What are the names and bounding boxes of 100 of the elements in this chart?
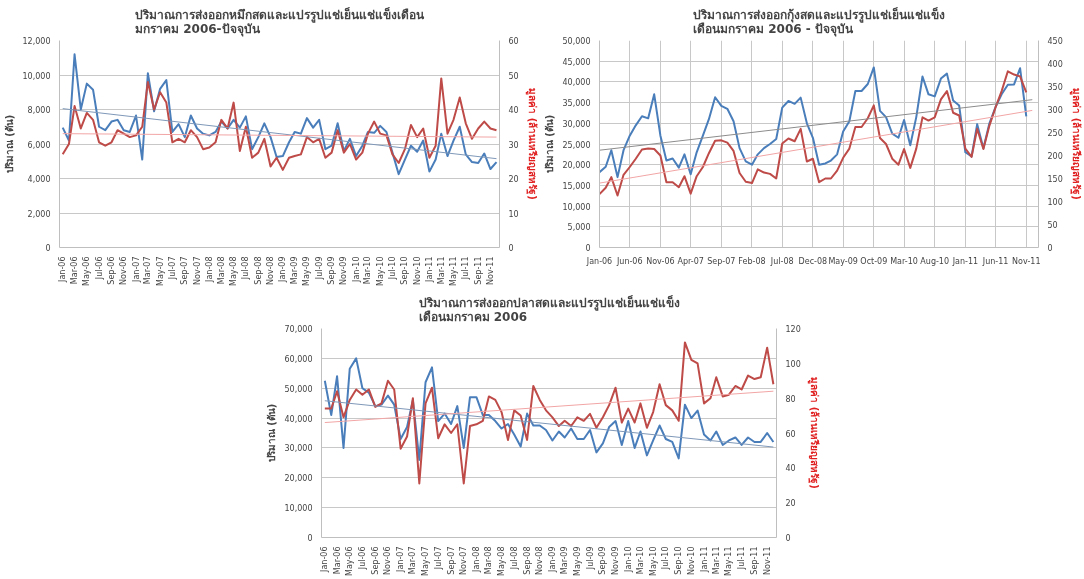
y-tick-label: 40,000 [284, 414, 313, 424]
y-tick-label: 35,000 [562, 99, 591, 109]
y2-tick-label: 60 [508, 37, 519, 46]
x-tick-label: Nov-06 [383, 546, 393, 575]
y2-tick-label: 100 [1047, 198, 1063, 207]
x-tick-label: Jul-06 [357, 546, 367, 571]
x-tick-label: May-06 [82, 256, 92, 286]
y-tick-label: 0 [45, 244, 51, 253]
line-series [61, 77, 498, 171]
x-tick-label: Jan-09 [278, 256, 288, 283]
y-tick-label: 0 [585, 244, 591, 253]
y2-tick-label: 300 [1047, 106, 1063, 115]
x-tick-label: Mar-06 [70, 256, 80, 285]
x-tick-label: Nov-08 [266, 256, 276, 285]
y2-tick-label: 450 [1047, 37, 1063, 46]
x-tick-label: Sep-11 [473, 256, 483, 285]
y-axis-title: ปริมาณ (ตัน) [3, 114, 15, 174]
y-tick-label: 4,000 [27, 175, 51, 184]
x-tick-label: Nov-06 [646, 256, 675, 266]
y2-tick-label: 30 [508, 140, 519, 150]
x-tick-label: Nov-11 [1012, 256, 1041, 266]
x-tick-label: Nov-11 [485, 256, 495, 285]
x-tick-label: Jul-08 [769, 256, 794, 266]
y-tick-label: 45,000 [562, 57, 591, 67]
y-tick-label: 40,000 [562, 78, 591, 88]
y-tick-label: 50,000 [284, 384, 313, 394]
x-tick-label: Sep-06 [370, 546, 380, 575]
x-tick-label: Mar-10 [363, 256, 373, 285]
x-tick-label: Sep-08 [522, 546, 532, 575]
x-tick-label: Jul-11 [461, 256, 471, 281]
x-tick-label: Sep-10 [674, 546, 684, 575]
line-series [61, 53, 498, 176]
y2-tick-label: 350 [1047, 83, 1063, 92]
x-tick-label: Jul-10 [661, 546, 671, 571]
y-tick-label: 2,000 [27, 209, 51, 219]
x-tick-label: Sep-09 [327, 256, 337, 285]
x-tick-label: Nov-11 [762, 546, 772, 575]
x-tick-label: Mar-11 [436, 256, 446, 285]
y-tick-label: 0 [307, 534, 313, 543]
x-tick-label: Nov-09 [611, 546, 621, 575]
y2-tick-label: 120 [785, 325, 801, 334]
y-tick-label: 70,000 [284, 325, 313, 334]
y2-tick-label: 20 [785, 499, 796, 509]
x-tick-label: Jun-11 [981, 256, 1009, 266]
x-tick-label: Jul-09 [585, 546, 595, 571]
x-tick-label: Aug-10 [920, 256, 950, 266]
x-tick-label: Sep-07 [180, 256, 190, 285]
y2-tick-label: 0 [508, 244, 514, 253]
line-series [323, 357, 775, 461]
x-tick-label: Nov-07 [459, 546, 469, 575]
y-tick-label: 20,000 [562, 161, 591, 171]
x-tick-label: Dec-08 [798, 256, 828, 266]
x-tick-label: Jun-06 [615, 256, 643, 266]
x-tick-label: May-06 [345, 546, 355, 576]
x-tick-label: Jul-07 [167, 256, 177, 281]
x-tick-label: Sep-07 [707, 256, 736, 266]
x-tick-label: May-09 [302, 256, 312, 286]
x-tick-label: Mar-08 [216, 256, 226, 285]
x-tick-label: Mar-10 [890, 256, 918, 266]
y2-axis-title: มูลค่า (ล้านเหรียญสหรัฐ) [806, 377, 820, 489]
x-tick-label: May-08 [497, 546, 507, 576]
y2-tick-label: 40 [785, 464, 796, 474]
y2-tick-label: 10 [508, 209, 519, 219]
y-tick-label: 5,000 [567, 223, 591, 233]
x-tick-label: Sep-06 [107, 256, 117, 285]
y-tick-label: 10,000 [562, 202, 591, 212]
line-series [599, 66, 1028, 179]
y2-tick-label: 400 [1047, 60, 1063, 69]
x-tick-label: Nov-09 [339, 256, 349, 285]
x-tick-label: Jan-11 [699, 546, 709, 573]
y2-tick-label: 60 [785, 429, 796, 439]
y-tick-label: 20,000 [284, 474, 313, 484]
x-tick-label: Jul-07 [433, 546, 443, 571]
x-tick-label: Mar-08 [484, 546, 494, 575]
y2-tick-label: 0 [785, 534, 791, 543]
y2-tick-label: 150 [1047, 175, 1063, 184]
y-tick-label: 60,000 [284, 354, 313, 364]
line-series [599, 70, 1028, 197]
y2-tick-label: 100 [785, 359, 801, 369]
x-tick-label: Sep-11 [749, 546, 759, 575]
chart-title: ปริมาณการส่งออกปลาสดและแปรรูปแช่เย็นแช่แข็ง เดือนมกราคม 2006 [418, 294, 680, 324]
x-tick-label: Jul-08 [509, 546, 519, 571]
x-tick-label: Sep-08 [253, 256, 263, 285]
y-tick-label: 6,000 [27, 140, 51, 150]
y-axis-title: ปริมาณ (ตัน) [265, 403, 277, 463]
x-tick-label: May-07 [155, 256, 165, 286]
x-tick-label: May-09 [828, 256, 858, 266]
x-tick-label: Mar-09 [290, 256, 300, 285]
x-tick-label: Jan-10 [351, 256, 361, 283]
y-tick-label: 50,000 [562, 37, 591, 46]
y-tick-label: 12,000 [22, 37, 51, 46]
y-tick-label: 30,000 [562, 119, 591, 129]
x-tick-label: Jan-06 [58, 256, 68, 283]
y2-tick-label: 80 [785, 394, 796, 404]
chart-title: ปริมาณการส่งออกหมึกสดและแปรรูปแช่เย็นแช่แข็งเดือน มกราคม 2006-ปัจจุบัน [135, 6, 425, 37]
y-axis-title: ปริมาณ (ตัน) [543, 114, 555, 174]
y2-tick-label: 50 [1047, 221, 1058, 230]
y2-axis-title: มูลค่า (ล้านเหรียญสหรัฐ) [1068, 88, 1082, 200]
x-tick-label: Jan-11 [951, 256, 979, 266]
x-tick-label: Mar-06 [332, 546, 342, 575]
